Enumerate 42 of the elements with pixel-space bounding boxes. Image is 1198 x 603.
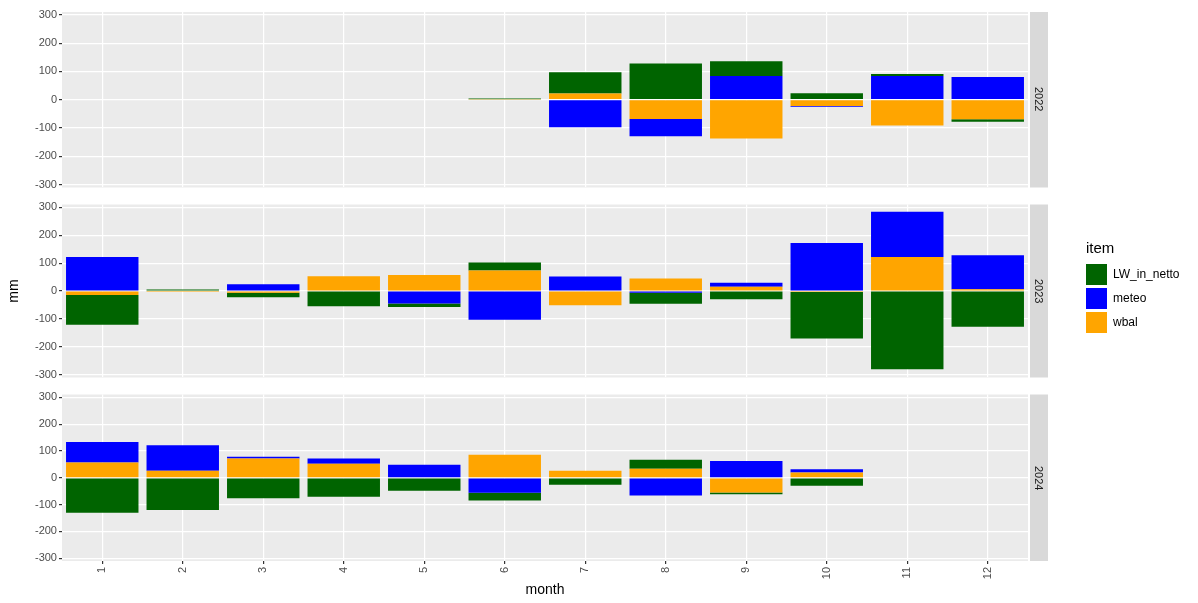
y-tick-label: -300 — [34, 177, 57, 190]
x-tick-label: 12 — [980, 566, 993, 580]
y-tick-label: -300 — [34, 551, 57, 564]
x-tick-label: 11 — [900, 566, 913, 579]
legend-label: LW_in_netto — [1113, 267, 1180, 281]
x-tick-label: 1 — [95, 566, 108, 574]
y-tick-label: 300 — [38, 200, 57, 213]
text: 2024 — [1030, 394, 1048, 561]
y-tick-label: 100 — [38, 64, 57, 77]
legend-label: wbal — [1113, 315, 1138, 329]
y-tick-label: -100 — [34, 497, 57, 510]
y-tick-label: -200 — [34, 149, 57, 162]
x-tick-label: 3 — [256, 566, 269, 574]
y-tick-label: -100 — [34, 311, 57, 324]
y-tick-label: 0 — [50, 470, 57, 483]
legend-title: item — [1086, 239, 1116, 256]
y-tick-label: 100 — [38, 256, 57, 269]
x-tick-label: 7 — [578, 566, 591, 574]
x-tick-label: 2 — [175, 566, 188, 574]
x-tick-label: 6 — [497, 566, 510, 574]
y-axis-title: mm — [5, 279, 22, 303]
y-tick-label: -200 — [34, 524, 57, 537]
x-tick-label: 4 — [336, 566, 349, 574]
y-tick-label: 0 — [50, 92, 57, 105]
y-tick-label: 300 — [38, 7, 57, 20]
y-tick-label: -100 — [34, 121, 57, 134]
y-tick-label: 300 — [38, 390, 57, 403]
y-tick-label: 200 — [38, 228, 57, 241]
y-tick-label: -300 — [34, 367, 57, 380]
x-tick-label: 10 — [819, 566, 832, 580]
x-tick-label: 9 — [739, 566, 752, 574]
y-tick-label: 100 — [38, 443, 57, 456]
x-axis-title: month — [525, 581, 565, 598]
text: 2022 — [1030, 12, 1048, 188]
y-tick-label: 200 — [38, 36, 57, 49]
legend-label: meteo — [1113, 291, 1147, 305]
x-tick-label: 8 — [658, 566, 671, 574]
x-tick-label: 5 — [417, 566, 430, 574]
y-tick-label: 200 — [38, 417, 57, 430]
y-tick-label: -200 — [34, 339, 57, 352]
y-tick-label: 0 — [50, 284, 57, 297]
text: 2023 — [1030, 204, 1048, 378]
